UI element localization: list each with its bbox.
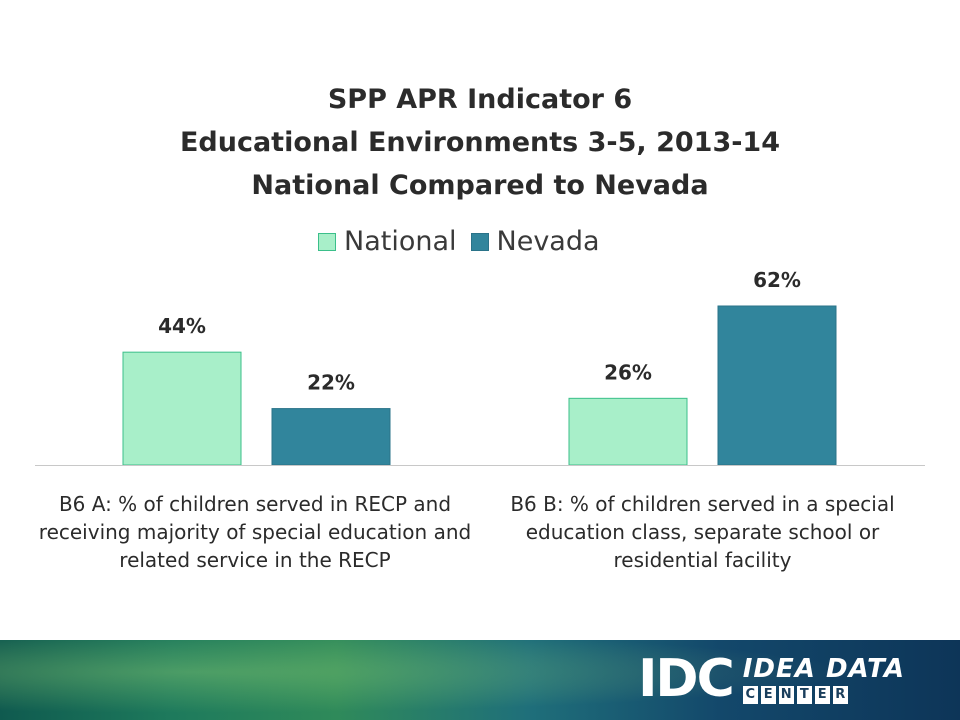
logo-center-letter: T	[796, 685, 812, 704]
category-label-b6b: B6 B: % of children served in a special …	[510, 492, 895, 572]
logo-center-letters: C E N T E R	[742, 685, 905, 704]
bar-nevada-0	[271, 408, 391, 466]
data-label-nevada-0: 22%	[307, 371, 355, 395]
bar-national-0	[122, 351, 242, 466]
footer-banner: IDC IDEA DATA C E N T E R	[0, 640, 960, 720]
idc-logo: IDC IDEA DATA C E N T E R	[638, 653, 905, 705]
logo-center-letter: N	[778, 685, 794, 704]
bar-nevada-1	[717, 305, 837, 466]
data-label-national-0: 44%	[158, 314, 206, 338]
logo-idc-text: IDC	[638, 649, 735, 709]
title-line-2: Educational Environments 3-5, 2013-14	[179, 127, 781, 158]
legend-item-national: National	[318, 226, 457, 257]
legend-label-nevada: Nevada	[496, 226, 600, 257]
logo-center-letter: C	[742, 685, 758, 704]
data-label-nevada-1: 62%	[753, 268, 801, 292]
legend-item-nevada: Nevada	[470, 226, 600, 257]
footer-glow	[0, 640, 960, 720]
logo-center-letter: E	[814, 685, 830, 704]
chart-title: SPP APR Indicator 6 Educational Environm…	[0, 78, 960, 207]
title-line-3: National Compared to Nevada	[251, 170, 709, 201]
legend-swatch-national	[318, 232, 336, 251]
bar-chart: 44% 22% 26% 62%	[35, 268, 925, 466]
logo-center-letter: R	[832, 685, 848, 704]
logo-center-letter: E	[760, 685, 776, 704]
bar-national-1	[568, 397, 688, 466]
logo-idea-data-text: IDEA DATA	[742, 653, 905, 684]
legend-label-national: National	[344, 226, 457, 257]
logo-right: IDEA DATA C E N T E R	[742, 653, 905, 704]
chart-legend: National Nevada	[318, 226, 614, 257]
legend-swatch-nevada	[470, 232, 489, 251]
category-label-b6a: B6 A: % of children served in RECP and r…	[38, 492, 472, 572]
data-label-national-1: 26%	[604, 360, 652, 384]
title-line-1: SPP APR Indicator 6	[327, 84, 633, 115]
